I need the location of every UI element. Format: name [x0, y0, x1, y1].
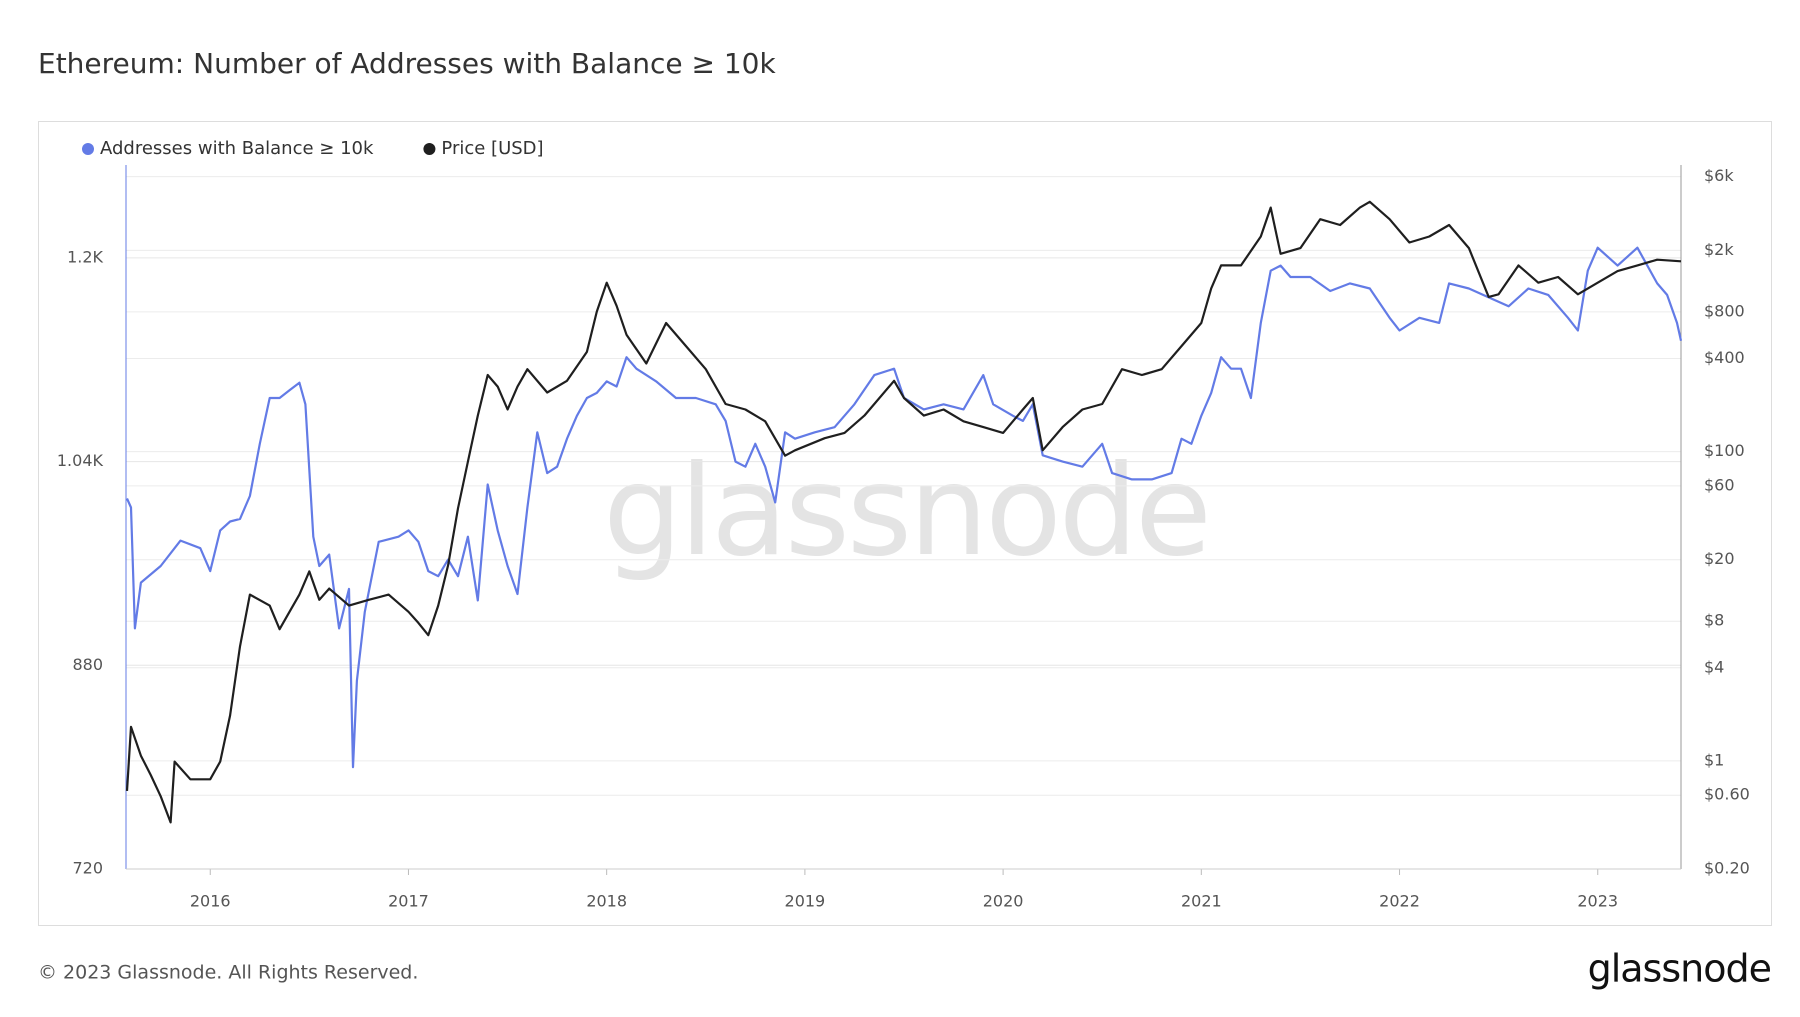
x-tick-label: 2018	[586, 892, 627, 911]
legend-label: Price [USD]	[441, 138, 543, 159]
y2-tick-label: $400	[1704, 348, 1745, 367]
series-line	[125, 200, 1682, 824]
y2-tick-label: $4	[1704, 657, 1724, 676]
y2-tick-label: $800	[1704, 301, 1745, 320]
y2-tick-label: $20	[1704, 549, 1735, 568]
x-tick-label: 2019	[785, 892, 826, 911]
y2-tick-label: $2k	[1704, 240, 1734, 259]
y2-tick-label: $0.20	[1704, 859, 1750, 878]
y2-tick-label: $1	[1704, 750, 1724, 769]
x-tick-label: 2023	[1577, 892, 1618, 911]
legend-label: Addresses with Balance ≥ 10k	[100, 138, 374, 159]
x-tick-label: 2021	[1181, 892, 1222, 911]
watermark: glassnode	[603, 439, 1209, 584]
logo: glassnode	[1588, 947, 1771, 991]
x-tick-label: 2016	[190, 892, 231, 911]
x-tick-label: 2022	[1379, 892, 1420, 911]
y-tick-label: 880	[72, 655, 103, 674]
x-tick-label: 2020	[983, 892, 1024, 911]
chart-title: Ethereum: Number of Addresses with Balan…	[38, 47, 776, 80]
y-tick-label: 1.2K	[67, 247, 103, 266]
y2-tick-label: $100	[1704, 441, 1745, 460]
y2-tick-label: $6k	[1704, 166, 1734, 185]
copyright: © 2023 Glassnode. All Rights Reserved.	[38, 962, 418, 984]
y-tick-label: 1.04K	[57, 451, 104, 470]
legend-marker	[423, 143, 436, 155]
y-tick-label: 720	[72, 859, 103, 878]
legend-marker	[82, 143, 94, 155]
series-line	[125, 246, 1683, 769]
chart-frame	[38, 121, 1772, 926]
y2-tick-label: $60	[1704, 475, 1735, 494]
x-tick-label: 2017	[388, 892, 429, 911]
y2-tick-label: $0.60	[1704, 785, 1750, 804]
y2-tick-label: $8	[1704, 611, 1724, 630]
